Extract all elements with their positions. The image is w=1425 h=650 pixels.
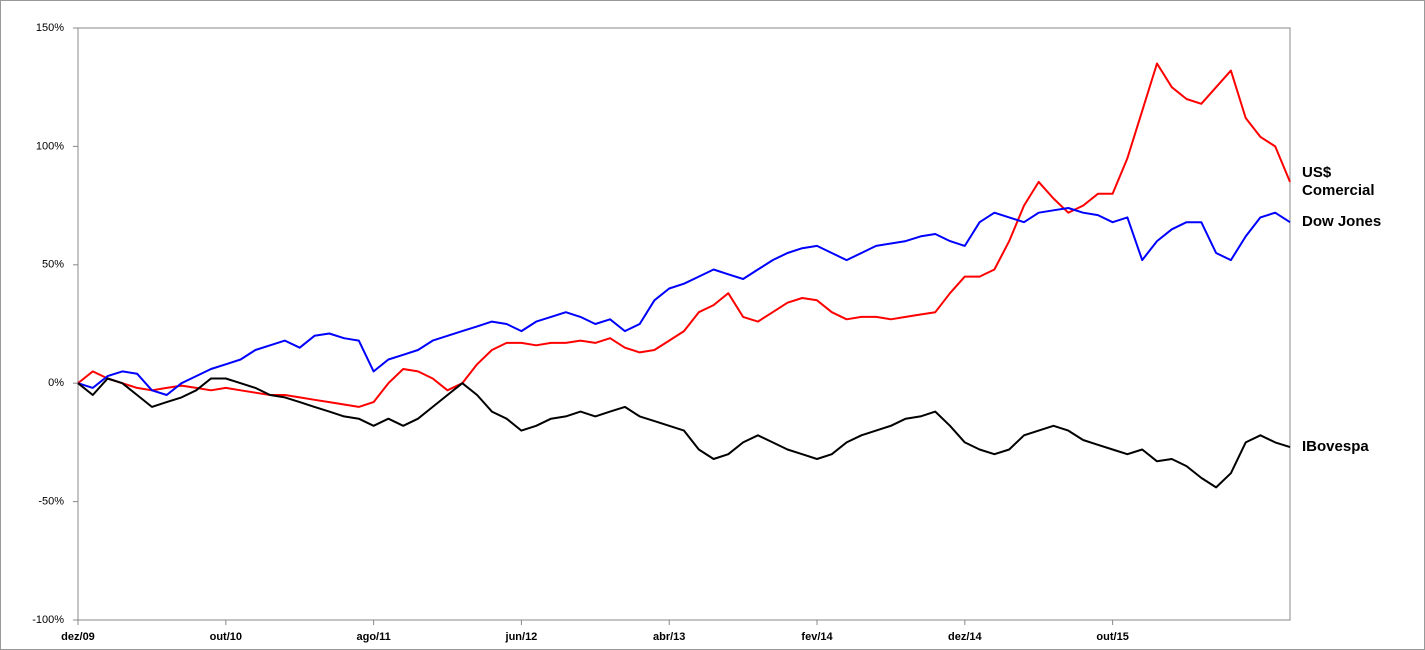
x-tick-label: out/15 — [1096, 631, 1128, 643]
series-label: US$ Comercial — [1302, 163, 1375, 199]
x-tick-label: dez/09 — [61, 631, 95, 643]
y-tick-label: 100% — [36, 140, 64, 152]
series-line — [77, 377, 1291, 489]
plot-frame — [77, 27, 1291, 621]
x-tick-label: ago/11 — [356, 631, 390, 643]
series-line — [77, 207, 1291, 396]
y-tick-label: 150% — [36, 22, 64, 34]
series-label: IBovespa — [1302, 438, 1369, 456]
y-tick-label: 0% — [48, 377, 64, 389]
x-tick-label: fev/14 — [801, 631, 833, 643]
x-tick-label: out/10 — [210, 631, 242, 643]
y-tick-label: 50% — [42, 259, 64, 271]
x-tick-label: dez/14 — [948, 631, 983, 643]
x-tick-label: jun/12 — [505, 631, 538, 643]
x-tick-label: abr/13 — [653, 631, 685, 643]
y-tick-label: -100% — [32, 614, 64, 626]
series-label: Dow Jones — [1302, 213, 1382, 231]
y-tick-label: -50% — [38, 496, 64, 508]
series-line — [77, 62, 1291, 408]
